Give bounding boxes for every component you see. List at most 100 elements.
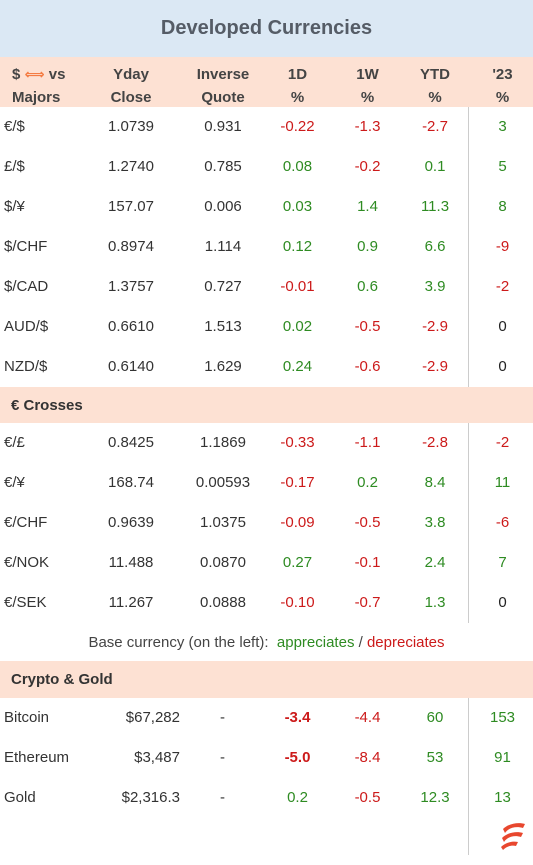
change-1d-cell: -3.4 bbox=[284, 709, 311, 726]
header-ytd: YTD% bbox=[420, 66, 450, 106]
column-divider bbox=[468, 267, 469, 307]
change-2023-cell: -2 bbox=[495, 434, 510, 451]
table-row: NZD/$ 0.6140 1.629 0.24 -0.6 -2.9 0 bbox=[0, 347, 533, 387]
table-row: €/NOK 11.488 0.0870 0.27 -0.1 2.4 7 bbox=[0, 543, 533, 583]
pair-cell: £/$ bbox=[4, 158, 25, 175]
change-1d-cell: 0.03 bbox=[282, 198, 313, 215]
change-1d-cell: -0.33 bbox=[280, 434, 315, 451]
table-row: $/CAD 1.3757 0.727 -0.01 0.6 3.9 -2 bbox=[0, 267, 533, 307]
change-2023-cell: 11 bbox=[494, 474, 511, 491]
column-divider bbox=[468, 463, 469, 503]
column-divider bbox=[468, 583, 469, 623]
table-row: Ethereum $3,487 - -5.0 -8.4 53 91 bbox=[0, 738, 533, 778]
pair-cell: NZD/$ bbox=[4, 358, 48, 375]
change-1w-cell: -0.5 bbox=[354, 789, 381, 806]
change-1d-cell: -5.0 bbox=[284, 749, 311, 766]
change-ytd-cell: -2.9 bbox=[422, 358, 448, 375]
crypto-table: Bitcoin $67,282 - -3.4 -4.4 60 153 Ethereum $3,4… bbox=[0, 698, 533, 818]
column-divider bbox=[468, 778, 469, 818]
pair-cell: €/CHF bbox=[4, 514, 48, 531]
change-ytd-cell: -2.7 bbox=[422, 118, 448, 135]
change-ytd-cell: 11.3 bbox=[420, 198, 450, 215]
swap-arrows-icon: ⟺ bbox=[24, 66, 45, 82]
table-row: Bitcoin $67,282 - -3.4 -4.4 60 153 bbox=[0, 698, 533, 738]
header-1d: 1D% bbox=[287, 66, 308, 106]
change-2023-cell: 0 bbox=[498, 318, 507, 335]
inverse-quote-cell: 0.727 bbox=[204, 278, 242, 295]
crosses-table: €/£ 0.8425 1.1869 -0.33 -1.1 -2.8 -2 €/¥ 168.74 0… bbox=[0, 423, 533, 623]
header-2023: '23% bbox=[492, 66, 513, 106]
change-1d-cell: 0.2 bbox=[287, 789, 308, 806]
column-divider bbox=[468, 107, 469, 147]
table-row: €/SEK 11.267 0.0888 -0.10 -0.7 1.3 0 bbox=[0, 583, 533, 623]
yday-close-cell: 11.488 bbox=[108, 554, 154, 571]
inverse-quote-cell: 1.114 bbox=[204, 238, 242, 255]
inverse-quote-cell: 1.513 bbox=[204, 318, 242, 335]
inverse-quote-cell: - bbox=[220, 709, 225, 726]
table-row: €/CHF 0.9639 1.0375 -0.09 -0.5 3.8 -6 bbox=[0, 503, 533, 543]
legend-appreciates: appreciates bbox=[276, 633, 355, 651]
change-1d-cell: -0.09 bbox=[280, 514, 315, 531]
change-ytd-cell: 12.3 bbox=[420, 789, 450, 806]
pair-cell: €/$ bbox=[4, 118, 25, 135]
page-title: Developed Currencies bbox=[160, 17, 373, 39]
pair-cell: €/NOK bbox=[4, 554, 50, 571]
table-row: €/£ 0.8425 1.1869 -0.33 -1.1 -2.8 -2 bbox=[0, 423, 533, 463]
change-ytd-cell: 2.4 bbox=[424, 554, 446, 571]
change-2023-cell: 3 bbox=[498, 118, 507, 135]
yday-close-cell: $2,316.3 bbox=[121, 789, 180, 806]
pair-cell: $/¥ bbox=[4, 198, 25, 215]
change-1w-cell: -1.3 bbox=[354, 118, 381, 135]
change-ytd-cell: 1.3 bbox=[424, 594, 446, 611]
change-1d-cell: 0.12 bbox=[282, 238, 313, 255]
legend-prefix: Base currency (on the left): bbox=[88, 633, 269, 651]
inverse-quote-cell: 0.006 bbox=[204, 198, 242, 215]
change-1w-cell: -0.6 bbox=[354, 358, 381, 375]
column-divider bbox=[468, 698, 469, 738]
table-header: $ ⟺ vs Majors Yday Close Inverse Quote 1D%… bbox=[0, 57, 533, 107]
yday-close-cell: 11.267 bbox=[108, 594, 154, 611]
table-row: $/CHF 0.8974 1.114 0.12 0.9 6.6 -9 bbox=[0, 227, 533, 267]
change-1d-cell: -0.01 bbox=[280, 278, 315, 295]
inverse-quote-cell: 0.931 bbox=[204, 118, 242, 135]
inverse-quote-cell: 1.629 bbox=[204, 358, 242, 375]
yday-close-cell: 0.9639 bbox=[108, 514, 154, 531]
change-ytd-cell: 53 bbox=[426, 749, 444, 766]
header-vs: vs bbox=[48, 66, 66, 83]
title-bar: Developed Currencies bbox=[0, 0, 533, 57]
inverse-quote-cell: 0.0888 bbox=[200, 594, 246, 611]
pair-cell: $/CHF bbox=[4, 238, 48, 255]
change-1w-cell: -0.7 bbox=[354, 594, 381, 611]
change-1d-cell: 0.08 bbox=[282, 158, 313, 175]
change-1d-cell: -0.17 bbox=[280, 474, 315, 491]
change-1d-cell: -0.10 bbox=[280, 594, 315, 611]
column-divider bbox=[468, 543, 469, 583]
change-ytd-cell: 8.4 bbox=[424, 474, 446, 491]
crosses-title: € Crosses bbox=[11, 396, 83, 414]
inverse-quote-cell: 1.0375 bbox=[200, 514, 246, 531]
yday-close-cell: 1.3757 bbox=[108, 278, 154, 295]
inverse-quote-cell: 1.1869 bbox=[200, 434, 246, 451]
change-2023-cell: 13 bbox=[494, 789, 511, 806]
footer bbox=[0, 818, 533, 855]
change-1w-cell: -1.1 bbox=[354, 434, 381, 451]
change-ytd-cell: 0.1 bbox=[424, 158, 446, 175]
table-row: £/$ 1.2740 0.785 0.08 -0.2 0.1 5 bbox=[0, 147, 533, 187]
inverse-quote-cell: 0.00593 bbox=[195, 474, 251, 491]
pair-cell: €/£ bbox=[4, 434, 25, 451]
inverse-quote-cell: 0.785 bbox=[204, 158, 242, 175]
column-divider bbox=[468, 503, 469, 543]
inverse-quote-cell: - bbox=[220, 789, 225, 806]
change-2023-cell: -2 bbox=[495, 278, 510, 295]
asset-name-cell: Bitcoin bbox=[4, 709, 50, 726]
change-1d-cell: 0.24 bbox=[282, 358, 313, 375]
pair-cell: €/SEK bbox=[4, 594, 47, 611]
column-divider bbox=[468, 347, 469, 387]
yday-close-cell: 168.74 bbox=[108, 474, 154, 491]
yday-close-cell: 0.8425 bbox=[108, 434, 154, 451]
change-2023-cell: 153 bbox=[489, 709, 516, 726]
change-1w-cell: 0.6 bbox=[357, 278, 378, 295]
header-dollar: $ bbox=[12, 66, 21, 83]
column-divider bbox=[468, 187, 469, 227]
change-1d-cell: 0.27 bbox=[282, 554, 313, 571]
